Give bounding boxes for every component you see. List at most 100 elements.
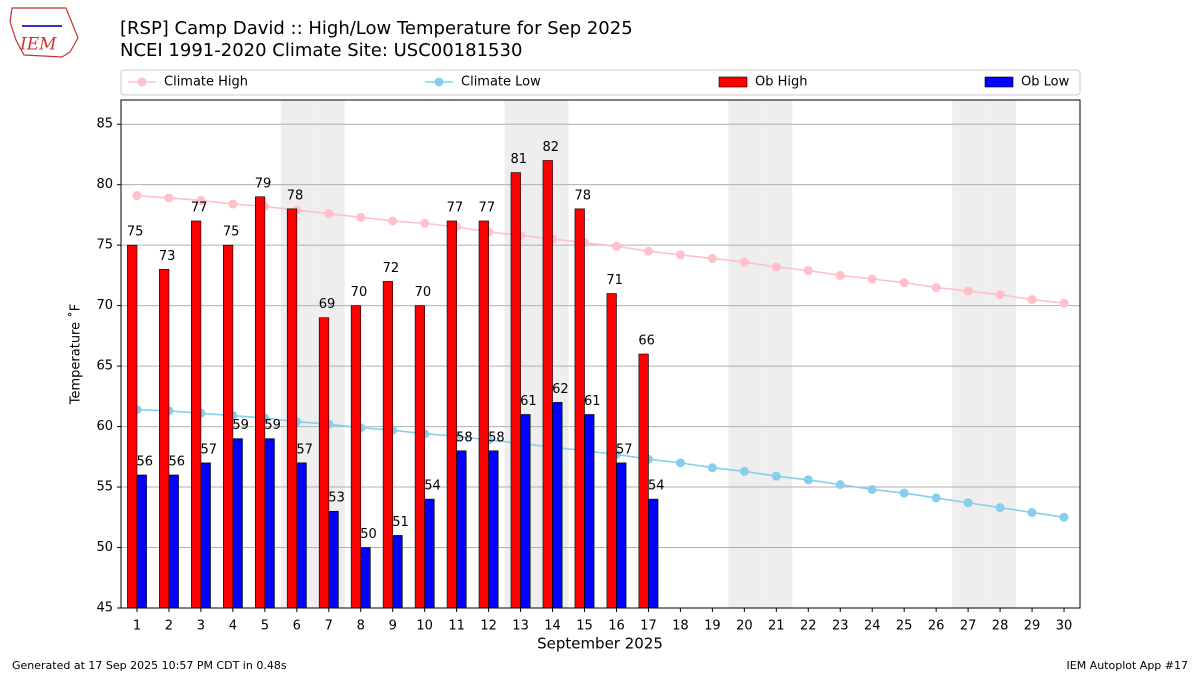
legend-label: Climate High [164,75,248,90]
data-label: 75 [127,225,144,240]
plot-frame [120,99,1081,609]
legend-marker [434,77,444,87]
data-label: 56 [168,454,185,469]
bar [296,462,307,609]
data-label: 57 [616,442,633,457]
climate-point [739,257,749,267]
bar [191,220,202,609]
data-label: 70 [351,285,368,300]
footer-right: IEM Autoplot App #17 [1067,659,1189,672]
x-tick-label: 4 [229,619,237,634]
climate-line [136,194,1065,304]
x-tick-label: 8 [357,619,365,634]
x-tick-label: 16 [608,619,625,634]
bar [414,305,425,609]
climate-point [420,218,430,228]
climate-point [324,209,334,219]
x-tick-label: 10 [416,619,433,634]
climate-point [1027,295,1037,305]
bar [552,402,563,609]
data-label: 77 [191,200,208,215]
x-tick-label: 9 [389,619,397,634]
y-tick-label: 60 [96,419,113,434]
bar [318,317,330,609]
data-label: 58 [456,430,473,445]
climate-point [1059,298,1069,308]
weekend-shade [728,100,761,608]
x-tick-label: 2 [165,619,173,634]
bar [456,450,467,609]
climate-point [1027,507,1037,517]
y-tick-label: 55 [96,480,113,495]
data-label: 54 [424,479,441,494]
climate-point [931,493,941,503]
x-tick-label: 23 [832,619,849,634]
legend-label: Ob Low [1021,75,1070,90]
climate-point [867,274,877,284]
bar [159,269,170,609]
y-tick-label: 85 [96,117,113,132]
bar [510,172,521,609]
data-label: 75 [223,225,240,240]
x-tick-label: 19 [704,619,721,634]
bar [584,414,595,609]
bar [168,474,179,609]
x-tick-label: 7 [325,619,333,634]
y-tick-label: 80 [96,177,113,192]
data-label: 73 [159,249,176,264]
y-axis-label: Temperature ˚F [68,304,84,405]
bar [127,244,138,609]
data-label: 77 [447,200,464,215]
climate-point [963,286,973,296]
bar [488,450,499,609]
bar [360,547,371,609]
x-tick-label: 14 [544,619,561,634]
data-label: 58 [488,430,505,445]
legend-label: Climate Low [461,75,541,90]
legend-label: Ob High [755,75,808,90]
climate-point [196,195,206,205]
logo: IEM [9,7,79,58]
x-axis-label: September 2025 [537,635,663,653]
data-label: 54 [648,479,665,494]
data-label: 59 [264,418,281,433]
weekend-shade [760,100,793,608]
climate-point [803,266,813,276]
x-tick-label: 1 [133,619,141,634]
climate-point [356,212,366,222]
x-tick-label: 20 [736,619,753,634]
data-label: 53 [328,491,345,506]
weekend-shade [952,100,985,608]
data-label: 70 [415,285,432,300]
bar [616,462,627,609]
data-label: 69 [319,297,336,312]
data-label: 79 [255,176,272,191]
logo-outline [9,7,79,58]
climate-point [739,466,749,476]
data-label: 71 [606,273,623,288]
climate-point [803,475,813,485]
y-tick-label: 70 [96,298,113,313]
x-tick-label: 25 [896,619,913,634]
x-tick-label: 21 [768,619,785,634]
bar [328,510,339,609]
data-label: 66 [638,334,655,349]
data-label: 61 [520,394,537,409]
x-tick-label: 11 [448,619,465,634]
climate-point [931,282,941,292]
climate-point [675,250,685,260]
x-tick-label: 5 [261,619,269,634]
climate-point [771,471,781,481]
x-tick-label: 30 [1056,619,1073,634]
bar [382,281,394,609]
legend-swatch [718,76,748,88]
legend-swatch [984,76,1014,88]
x-tick-label: 26 [928,619,945,634]
chart-subtitle: NCEI 1991-2020 Climate Site: USC00181530 [120,40,522,61]
climate-point [995,503,1005,513]
bar [520,414,531,609]
y-tick-label: 50 [96,540,113,555]
data-label: 61 [584,394,601,409]
climate-point [899,488,909,498]
data-label: 56 [137,454,154,469]
